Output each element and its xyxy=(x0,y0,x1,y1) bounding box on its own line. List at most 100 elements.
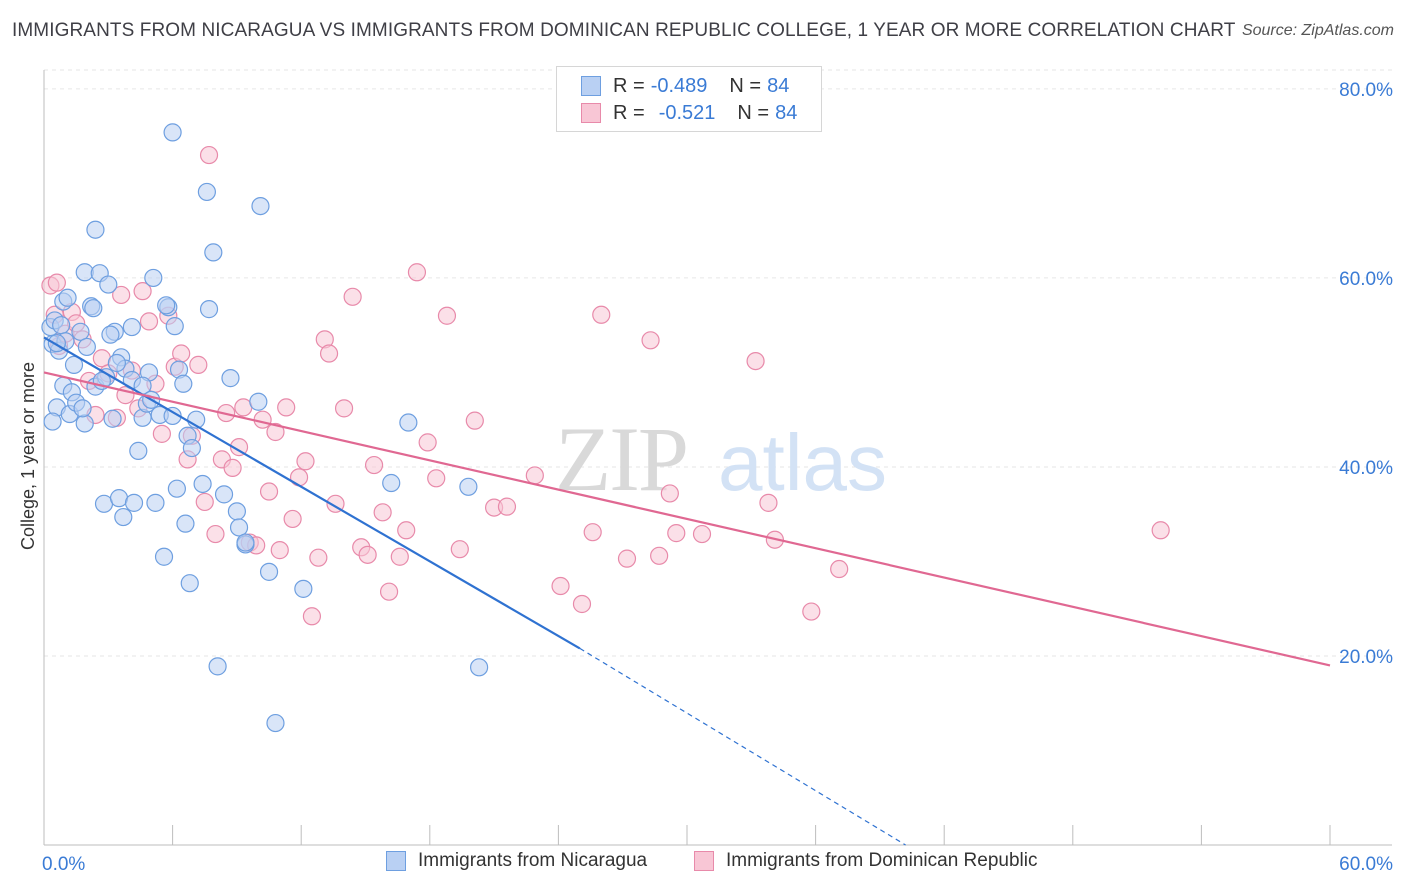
point-dominican xyxy=(641,331,660,350)
point-dominican xyxy=(309,548,328,567)
point-dominican xyxy=(667,524,686,543)
point-nicaragua xyxy=(193,474,212,494)
point-nicaragua xyxy=(77,337,96,357)
point-nicaragua xyxy=(146,493,165,512)
watermark: ZIP atlas xyxy=(555,408,887,510)
point-dominican xyxy=(1151,521,1170,540)
point-nicaragua xyxy=(129,441,148,460)
source-credit: Source: ZipAtlas.com xyxy=(1241,22,1394,39)
point-nicaragua xyxy=(122,317,141,337)
point-dominican xyxy=(650,546,669,565)
point-nicaragua xyxy=(99,275,118,294)
point-dominican xyxy=(223,458,242,477)
point-dominican xyxy=(172,344,191,363)
y-tick-label: 80.0% xyxy=(1339,80,1393,101)
point-dominican xyxy=(759,493,778,512)
point-dominican xyxy=(830,559,849,579)
point-nicaragua xyxy=(43,412,62,431)
point-dominican xyxy=(358,545,377,564)
legend-row-dominican: R = -0.521 N = 84 xyxy=(581,100,797,126)
legend-label-dominican: Immigrants from Dominican Republic xyxy=(726,850,1038,871)
legend-swatch-pink xyxy=(694,851,714,871)
point-nicaragua xyxy=(144,268,163,288)
legend-n-value: 84 xyxy=(767,74,790,97)
axes xyxy=(43,70,1392,846)
x-tick-label: 60.0% xyxy=(1339,854,1393,875)
legend-r-label: R = xyxy=(613,74,645,97)
point-nicaragua xyxy=(204,243,223,262)
legend-swatch-pink xyxy=(581,103,601,123)
point-nicaragua xyxy=(124,493,144,512)
point-dominican xyxy=(277,398,296,417)
point-nicaragua xyxy=(163,123,182,142)
point-dominican xyxy=(47,273,66,292)
point-nicaragua xyxy=(199,300,219,319)
point-dominican xyxy=(418,433,437,452)
point-nicaragua xyxy=(101,325,120,344)
legend-r-value: -0.489 xyxy=(650,74,708,97)
point-dominican xyxy=(229,438,249,457)
point-dominican xyxy=(379,582,399,601)
point-dominican xyxy=(802,602,821,621)
trend-lines xyxy=(43,336,1331,846)
point-dominican xyxy=(746,351,765,371)
legend-n-label: N = xyxy=(729,74,762,97)
point-nicaragua xyxy=(75,414,94,433)
point-dominican xyxy=(296,452,315,471)
point-dominican xyxy=(112,285,131,305)
y-tick-label: 20.0% xyxy=(1339,647,1393,668)
point-nicaragua xyxy=(180,574,199,593)
point-dominican xyxy=(397,521,416,540)
chart-title: IMMIGRANTS FROM NICARAGUA VS IMMIGRANTS … xyxy=(12,20,1236,41)
legend-n-label: N = xyxy=(737,101,770,124)
y-tick-label: 40.0% xyxy=(1339,458,1393,479)
point-nicaragua xyxy=(197,182,216,202)
point-nicaragua xyxy=(176,514,195,533)
point-dominican xyxy=(583,523,602,542)
point-nicaragua xyxy=(174,374,193,393)
point-dominican xyxy=(343,287,362,306)
point-dominican xyxy=(497,497,517,516)
point-nicaragua xyxy=(208,657,227,676)
point-dominican xyxy=(572,594,592,614)
point-nicaragua xyxy=(236,533,255,552)
point-nicaragua xyxy=(214,485,234,504)
point-dominican xyxy=(302,607,322,626)
point-nicaragua xyxy=(294,579,313,598)
legend-r-label: R = xyxy=(613,101,645,124)
point-nicaragua xyxy=(73,399,92,418)
point-nicaragua xyxy=(165,317,184,336)
point-nicaragua xyxy=(58,288,77,307)
point-nicaragua xyxy=(107,353,126,373)
point-nicaragua xyxy=(382,473,401,493)
point-dominican xyxy=(407,263,427,282)
point-dominican xyxy=(692,524,712,544)
point-nicaragua xyxy=(52,316,71,335)
point-nicaragua xyxy=(249,392,268,411)
legend-label-nicaragua: Immigrants from Nicaragua xyxy=(418,850,648,871)
series-legend: Immigrants from Nicaragua Immigrants fro… xyxy=(0,850,1406,878)
point-nicaragua xyxy=(64,355,84,374)
legend-swatch-blue xyxy=(581,76,601,96)
point-dominican xyxy=(660,484,679,503)
legend-r-value: -0.521 xyxy=(658,101,716,124)
point-dominican xyxy=(592,305,611,324)
point-nicaragua xyxy=(157,296,176,315)
point-nicaragua xyxy=(469,658,489,677)
point-dominican xyxy=(465,411,484,430)
point-dominican xyxy=(319,344,339,363)
legend-item-nicaragua[interactable]: Immigrants from Nicaragua xyxy=(386,850,647,872)
legend-item-dominican[interactable]: Immigrants from Dominican Republic xyxy=(694,850,1038,872)
point-dominican xyxy=(373,503,392,522)
point-nicaragua xyxy=(227,502,246,521)
point-dominican xyxy=(259,482,279,501)
watermark-atlas: atlas xyxy=(718,418,887,507)
point-dominican xyxy=(133,282,152,301)
trend-line-nicaragua xyxy=(43,336,581,650)
legend-swatch-blue xyxy=(386,851,406,871)
point-dominican xyxy=(206,524,225,544)
point-dominican xyxy=(334,399,354,418)
point-dominican xyxy=(283,509,302,529)
grid-lines xyxy=(44,69,1392,657)
